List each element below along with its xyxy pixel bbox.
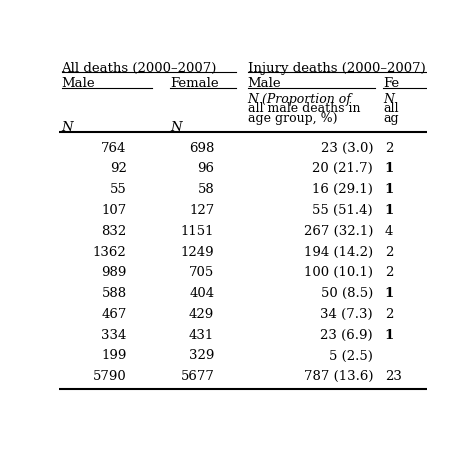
Text: all male deaths in: all male deaths in [247,102,360,115]
Text: 431: 431 [189,328,214,342]
Text: 34 (7.3): 34 (7.3) [320,308,373,321]
Text: Female: Female [170,77,219,90]
Text: 989: 989 [101,266,127,279]
Text: Male: Male [62,77,95,90]
Text: N: N [383,93,394,106]
Text: 1: 1 [385,163,394,175]
Text: 96: 96 [197,163,214,175]
Text: 4: 4 [385,225,393,238]
Text: ag: ag [383,111,399,125]
Text: All deaths (2000–2007): All deaths (2000–2007) [62,62,217,75]
Text: 2: 2 [385,142,393,155]
Text: Injury deaths (2000–2007): Injury deaths (2000–2007) [247,62,425,75]
Text: 267 (32.1): 267 (32.1) [304,225,373,238]
Text: 5 (2.5): 5 (2.5) [329,349,373,363]
Text: 787 (13.6): 787 (13.6) [304,370,373,383]
Text: 107: 107 [101,204,127,217]
Text: 50 (8.5): 50 (8.5) [321,287,373,300]
Text: 1362: 1362 [93,246,127,258]
Text: N: N [62,121,73,134]
Text: 55: 55 [110,183,127,196]
Text: 58: 58 [198,183,214,196]
Text: 329: 329 [189,349,214,363]
Text: all: all [383,102,399,115]
Text: 5677: 5677 [181,370,214,383]
Text: 467: 467 [101,308,127,321]
Text: 1: 1 [385,204,394,217]
Text: 1151: 1151 [181,225,214,238]
Text: 194 (14.2): 194 (14.2) [304,246,373,258]
Text: 55 (51.4): 55 (51.4) [312,204,373,217]
Text: 404: 404 [189,287,214,300]
Text: 705: 705 [189,266,214,279]
Text: 2: 2 [385,246,393,258]
Text: 23 (6.9): 23 (6.9) [320,328,373,342]
Text: 1249: 1249 [181,246,214,258]
Text: 23 (3.0): 23 (3.0) [320,142,373,155]
Text: 16 (29.1): 16 (29.1) [312,183,373,196]
Text: 832: 832 [101,225,127,238]
Text: 127: 127 [189,204,214,217]
Text: 5790: 5790 [93,370,127,383]
Text: 1: 1 [385,287,394,300]
Text: 764: 764 [101,142,127,155]
Text: 2: 2 [385,266,393,279]
Text: 429: 429 [189,308,214,321]
Text: 23: 23 [385,370,401,383]
Text: 100 (10.1): 100 (10.1) [304,266,373,279]
Text: 20 (21.7): 20 (21.7) [312,163,373,175]
Text: 2: 2 [385,308,393,321]
Text: 334: 334 [101,328,127,342]
Text: 588: 588 [101,287,127,300]
Text: 92: 92 [110,163,127,175]
Text: Fe: Fe [383,77,399,90]
Text: 1: 1 [385,328,394,342]
Text: 1: 1 [385,183,394,196]
Text: age group, %): age group, %) [247,111,337,125]
Text: N (Proportion of: N (Proportion of [247,93,351,106]
Text: Male: Male [247,77,281,90]
Text: N: N [170,121,182,134]
Text: 698: 698 [189,142,214,155]
Text: 199: 199 [101,349,127,363]
